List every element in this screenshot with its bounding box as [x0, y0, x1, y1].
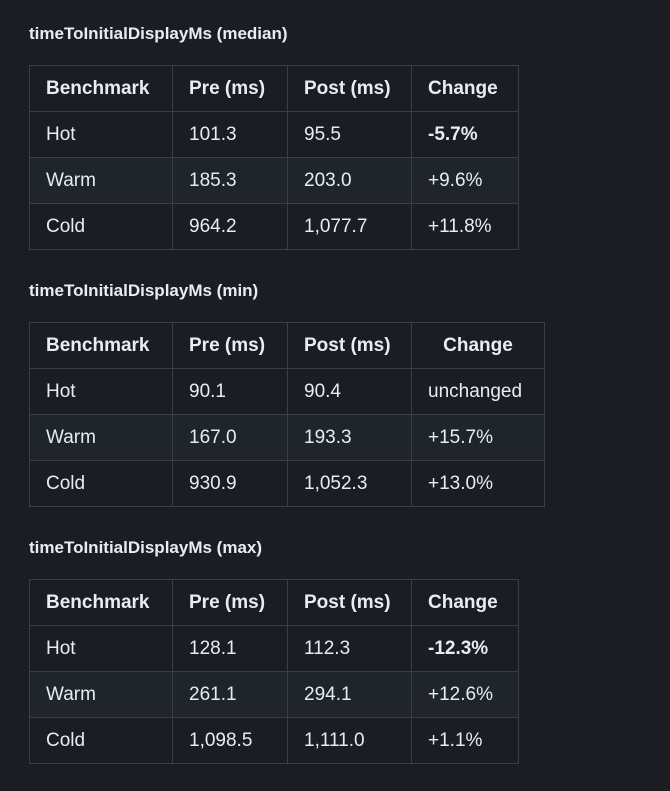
- cell-benchmark: Warm: [29, 414, 173, 461]
- cell-post: 95.5: [287, 111, 412, 158]
- cell-pre: 101.3: [172, 111, 288, 158]
- cell-benchmark: Warm: [29, 671, 173, 718]
- table-row: Hot 128.1 112.3 -12.3%: [29, 625, 519, 672]
- cell-benchmark: Cold: [29, 717, 173, 764]
- cell-benchmark: Cold: [29, 203, 173, 250]
- column-header-post: Post (ms): [287, 322, 412, 369]
- section-title-min: timeToInitialDisplayMs (min): [29, 281, 259, 300]
- cell-post: 294.1: [287, 671, 412, 718]
- min-table: Benchmark Pre (ms) Post (ms) Change Hot …: [29, 322, 545, 507]
- cell-benchmark: Warm: [29, 157, 173, 204]
- table-row: Cold 964.2 1,077.7 +11.8%: [29, 203, 519, 250]
- cell-pre: 167.0: [172, 414, 288, 461]
- cell-post: 90.4: [287, 368, 412, 415]
- cell-pre: 185.3: [172, 157, 288, 204]
- cell-benchmark: Hot: [29, 111, 173, 158]
- cell-change: -5.7%: [411, 111, 519, 158]
- column-header-change: Change: [411, 579, 519, 626]
- cell-post: 193.3: [287, 414, 412, 461]
- table-header-row: Benchmark Pre (ms) Post (ms) Change: [29, 579, 519, 626]
- table-row: Cold 1,098.5 1,111.0 +1.1%: [29, 717, 519, 764]
- cell-change: +15.7%: [411, 414, 545, 461]
- table-header-row: Benchmark Pre (ms) Post (ms) Change: [29, 322, 545, 369]
- cell-post: 1,077.7: [287, 203, 412, 250]
- column-header-benchmark: Benchmark: [29, 322, 173, 369]
- table-row: Hot 101.3 95.5 -5.7%: [29, 111, 519, 158]
- max-table: Benchmark Pre (ms) Post (ms) Change Hot …: [29, 579, 519, 764]
- cell-pre: 930.9: [172, 460, 288, 507]
- column-header-post: Post (ms): [287, 579, 412, 626]
- cell-benchmark: Hot: [29, 368, 173, 415]
- cell-pre: 964.2: [172, 203, 288, 250]
- cell-post: 1,111.0: [287, 717, 412, 764]
- column-header-pre: Pre (ms): [172, 579, 288, 626]
- table-header-row: Benchmark Pre (ms) Post (ms) Change: [29, 65, 519, 112]
- column-header-change: Change: [411, 322, 545, 369]
- cell-benchmark: Cold: [29, 460, 173, 507]
- cell-change: -12.3%: [411, 625, 519, 672]
- cell-pre: 128.1: [172, 625, 288, 672]
- column-header-benchmark: Benchmark: [29, 579, 173, 626]
- section-title-median: timeToInitialDisplayMs (median): [29, 24, 288, 43]
- table-row: Cold 930.9 1,052.3 +13.0%: [29, 460, 545, 507]
- cell-change: unchanged: [411, 368, 545, 415]
- median-table: Benchmark Pre (ms) Post (ms) Change Hot …: [29, 65, 519, 250]
- cell-change: +11.8%: [411, 203, 519, 250]
- column-header-pre: Pre (ms): [172, 322, 288, 369]
- table-row: Warm 185.3 203.0 +9.6%: [29, 157, 519, 204]
- cell-pre: 1,098.5: [172, 717, 288, 764]
- cell-pre: 90.1: [172, 368, 288, 415]
- table-row: Warm 261.1 294.1 +12.6%: [29, 671, 519, 718]
- cell-change: +1.1%: [411, 717, 519, 764]
- cell-change: +9.6%: [411, 157, 519, 204]
- cell-change: +12.6%: [411, 671, 519, 718]
- column-header-pre: Pre (ms): [172, 65, 288, 112]
- column-header-post: Post (ms): [287, 65, 412, 112]
- cell-post: 1,052.3: [287, 460, 412, 507]
- cell-change: +13.0%: [411, 460, 545, 507]
- cell-post: 112.3: [287, 625, 412, 672]
- table-row: Warm 167.0 193.3 +15.7%: [29, 414, 545, 461]
- section-title-max: timeToInitialDisplayMs (max): [29, 538, 263, 557]
- column-header-benchmark: Benchmark: [29, 65, 173, 112]
- cell-pre: 261.1: [172, 671, 288, 718]
- column-header-change: Change: [411, 65, 519, 112]
- table-row: Hot 90.1 90.4 unchanged: [29, 368, 545, 415]
- cell-post: 203.0: [287, 157, 412, 204]
- cell-benchmark: Hot: [29, 625, 173, 672]
